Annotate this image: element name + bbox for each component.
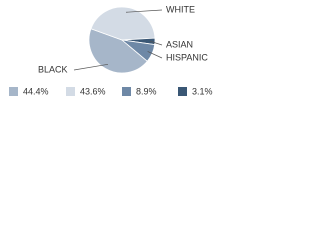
leader-line [73, 63, 109, 71]
legend-label: 8.9% [136, 86, 157, 96]
pie-slice [90, 6, 156, 41]
legend-swatch [178, 87, 187, 96]
slice-label: WHITE [166, 4, 195, 14]
slice-label: ASIAN [166, 39, 193, 49]
slice-label: BLACK [38, 64, 68, 74]
legend-swatch [122, 87, 131, 96]
leader-line [147, 51, 163, 59]
slice-label: HISPANIC [166, 52, 208, 62]
legend-swatch [9, 87, 18, 96]
legend-label: 43.6% [80, 86, 106, 96]
chart: BLACK WHITE HISPANIC ASIAN 44.4% 43.6% 8.9% 3.1… [9, 4, 213, 96]
legend-label: 44.4% [23, 86, 49, 96]
legend-label: 3.1% [192, 86, 213, 96]
leader-line [126, 9, 163, 13]
leader-line [149, 40, 163, 46]
pie-slice [88, 28, 148, 74]
legend-swatch [66, 87, 75, 96]
